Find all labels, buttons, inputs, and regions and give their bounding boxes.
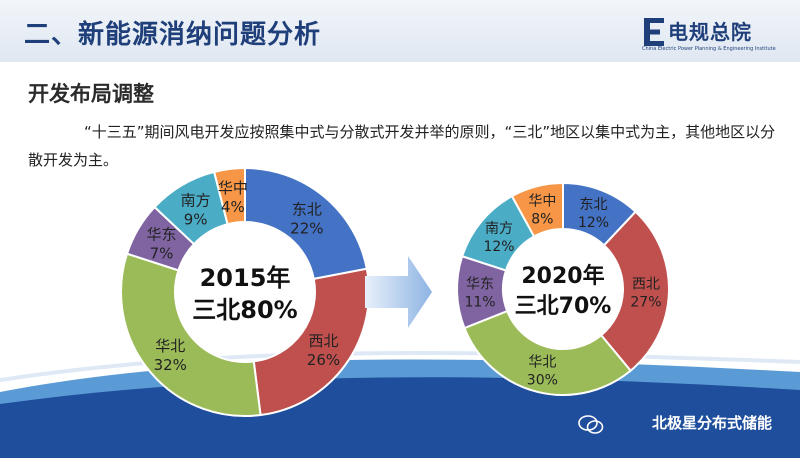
watermark-text: 北极星分布式储能 <box>651 414 772 432</box>
slice-category-label: 东北 <box>292 200 322 218</box>
slice-category-label: 华东 <box>466 277 494 293</box>
slice-value-label: 26% <box>307 351 340 369</box>
slice-1-6 <box>212 166 246 226</box>
slice-value-label: 32% <box>154 356 187 374</box>
slice-category-label: 华中 <box>528 194 556 210</box>
center-label-1: 2020年 <box>521 263 604 289</box>
section-heading: 开发布局调整 <box>28 82 154 106</box>
slice-value-label: 12% <box>578 215 609 231</box>
body-paragraph: “十三五”期间风电开发应按照集中式与分散式开发并举的原则，“三北”地区以集中式为… <box>28 123 776 169</box>
center-label-2: 三北70% <box>515 294 612 319</box>
slice-value-label: 4% <box>221 198 245 216</box>
logo: 电规总院 China Electric Power Planning & Eng… <box>642 14 776 54</box>
slice-1-2 <box>252 267 370 417</box>
slice-value-label: 8% <box>531 212 553 228</box>
chat-icon <box>578 415 604 434</box>
slice-category-label: 西北 <box>632 277 660 293</box>
slice-value-label: 22% <box>290 219 323 237</box>
slice-category-label: 东北 <box>580 197 608 213</box>
slice-value-label: 11% <box>464 295 495 311</box>
slice-category-label: 华东 <box>147 226 177 244</box>
slice-2-3 <box>463 309 632 396</box>
slice-category-label: 南方 <box>485 221 513 237</box>
slice-category-label: 华中 <box>218 179 248 197</box>
logo-mark-icon <box>644 18 664 46</box>
logo-name: 电规总院 <box>668 20 752 44</box>
slice-2-2 <box>599 210 670 373</box>
slice-category-label: 华北 <box>528 354 556 370</box>
slice-category-label: 南方 <box>181 192 211 210</box>
center-label-2: 三北80% <box>192 296 297 324</box>
header-bar: 二、新能源消纳问题分析 电规总院 China Electric Power Pl… <box>0 0 800 62</box>
page-title: 二、新能源消纳问题分析 <box>24 20 322 50</box>
slice-2-6 <box>510 181 564 238</box>
slice-category-label: 华北 <box>155 337 185 355</box>
slice-value-label: 27% <box>630 295 661 311</box>
bottom-wave <box>0 351 800 458</box>
slice-value-label: 9% <box>184 211 208 229</box>
transition-arrow <box>365 256 432 328</box>
slice-value-label: 7% <box>150 245 174 263</box>
logo-subtitle: China Electric Power Planning & Engineer… <box>642 46 776 52</box>
slice-value-label: 30% <box>527 372 558 388</box>
slice-value-label: 12% <box>483 239 514 255</box>
slice-1-3 <box>120 252 262 417</box>
center-label-1: 2015年 <box>200 264 291 292</box>
slice-1-1 <box>244 166 368 281</box>
slice-category-label: 西北 <box>308 332 338 350</box>
